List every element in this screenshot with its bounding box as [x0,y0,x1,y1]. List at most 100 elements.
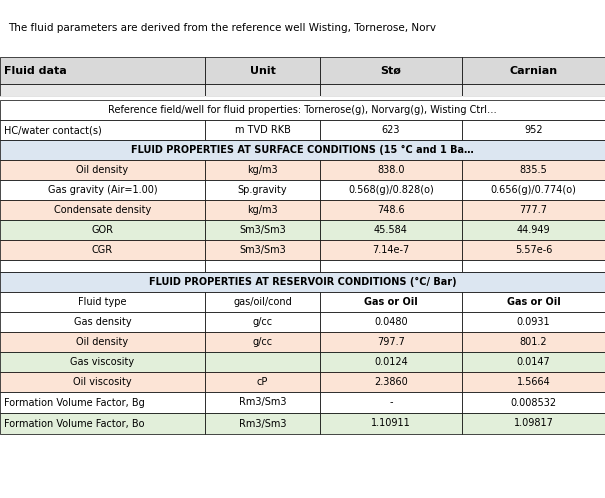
Text: Sm3/Sm3: Sm3/Sm3 [239,245,286,255]
Bar [0,96,205,100]
Text: Gas density: Gas density [74,317,131,327]
Bar [462,372,605,392]
Text: 0.568(g)/0.828(o): 0.568(g)/0.828(o) [348,185,434,195]
Text: 2.3860: 2.3860 [374,377,408,387]
Text: 777.7: 777.7 [520,205,548,215]
Bar [320,392,462,413]
Bar [0,272,605,292]
Bar [205,352,320,372]
Text: Sm3/Sm3: Sm3/Sm3 [239,225,286,235]
Bar [0,392,205,413]
Text: Gas gravity (Air=1.00): Gas gravity (Air=1.00) [48,185,157,195]
Bar [462,160,605,180]
Bar [0,352,205,372]
Bar [462,220,605,240]
Bar [0,240,205,260]
Bar [462,260,605,272]
Text: Formation Volume Factor, Bg: Formation Volume Factor, Bg [4,397,145,407]
Bar [205,240,320,260]
Bar [205,260,320,272]
Text: g/cc: g/cc [252,317,273,327]
Text: 5.57e-6: 5.57e-6 [515,245,552,255]
Text: FLUID PROPERTIES AT SURFACE CONDITIONS (15 °C and 1 Ba…: FLUID PROPERTIES AT SURFACE CONDITIONS (… [131,145,474,155]
Bar [0,292,205,312]
Text: 0.0147: 0.0147 [517,357,551,367]
Bar [0,140,605,160]
Text: 835.5: 835.5 [520,165,548,175]
Bar [205,372,320,392]
Bar [205,200,320,220]
Bar [320,312,462,332]
Text: Unit: Unit [249,66,275,76]
Bar [205,312,320,332]
Text: 1.5664: 1.5664 [517,377,551,387]
Text: 0.656(g)/0.774(o): 0.656(g)/0.774(o) [491,185,577,195]
Text: -: - [389,397,393,407]
Bar [462,413,605,434]
Text: Oil viscosity: Oil viscosity [73,377,132,387]
Text: 748.6: 748.6 [377,205,405,215]
Text: gas/oil/cond: gas/oil/cond [233,297,292,307]
Bar [0,57,205,84]
Text: g/cc: g/cc [252,337,273,347]
Text: Reference field/well for fluid properties: Tornerose(g), Norvarg(g), Wisting Ctr: Reference field/well for fluid propertie… [108,105,497,115]
Text: Stø: Stø [381,66,402,76]
Bar [462,84,605,96]
Text: 0.0931: 0.0931 [517,317,551,327]
Bar [462,57,605,84]
Bar [320,260,462,272]
Text: 44.949: 44.949 [517,225,551,235]
Text: The fluid parameters are derived from the reference well Wisting, Tornerose, Nor: The fluid parameters are derived from th… [8,23,436,33]
Bar [462,96,605,100]
Bar [0,84,205,96]
Text: 0.0124: 0.0124 [374,357,408,367]
Bar [320,120,462,140]
Bar [320,220,462,240]
Text: m TVD RKB: m TVD RKB [235,125,290,135]
Text: 797.7: 797.7 [377,337,405,347]
Text: 0.0480: 0.0480 [374,317,408,327]
Text: Oil density: Oil density [76,165,128,175]
Bar [205,84,320,96]
Bar [205,120,320,140]
Bar [205,292,320,312]
Bar [205,220,320,240]
Bar [320,332,462,352]
Bar [205,180,320,200]
Text: Fluid type: Fluid type [78,297,127,307]
Text: HC/water contact(s): HC/water contact(s) [4,125,102,135]
Bar [462,312,605,332]
Bar [0,180,205,200]
Text: Condensate density: Condensate density [54,205,151,215]
Bar [0,100,605,120]
Text: Carnian: Carnian [509,66,558,76]
Bar [205,160,320,180]
Text: Fluid data: Fluid data [4,66,67,76]
Text: 1.09817: 1.09817 [514,418,554,428]
Bar [320,160,462,180]
Bar [462,240,605,260]
Text: 623: 623 [382,125,401,135]
Text: kg/m3: kg/m3 [247,165,278,175]
Bar [320,413,462,434]
Bar [205,57,320,84]
Bar [320,96,462,100]
Text: 1.10911: 1.10911 [371,418,411,428]
Text: 952: 952 [524,125,543,135]
Text: Oil density: Oil density [76,337,128,347]
Text: 0.008532: 0.008532 [511,397,557,407]
Bar [320,372,462,392]
Text: FLUID PROPERTIES AT RESERVOIR CONDITIONS (°C/ Bar): FLUID PROPERTIES AT RESERVOIR CONDITIONS… [149,277,456,287]
Bar [320,240,462,260]
Bar [0,160,205,180]
Bar [320,180,462,200]
Bar [0,312,205,332]
Bar [320,57,462,84]
Text: Gas or Oil: Gas or Oil [364,297,418,307]
Bar [462,352,605,372]
Bar [320,200,462,220]
Bar [205,413,320,434]
Text: Rm3/Sm3: Rm3/Sm3 [239,397,286,407]
Bar [462,392,605,413]
Bar [462,180,605,200]
